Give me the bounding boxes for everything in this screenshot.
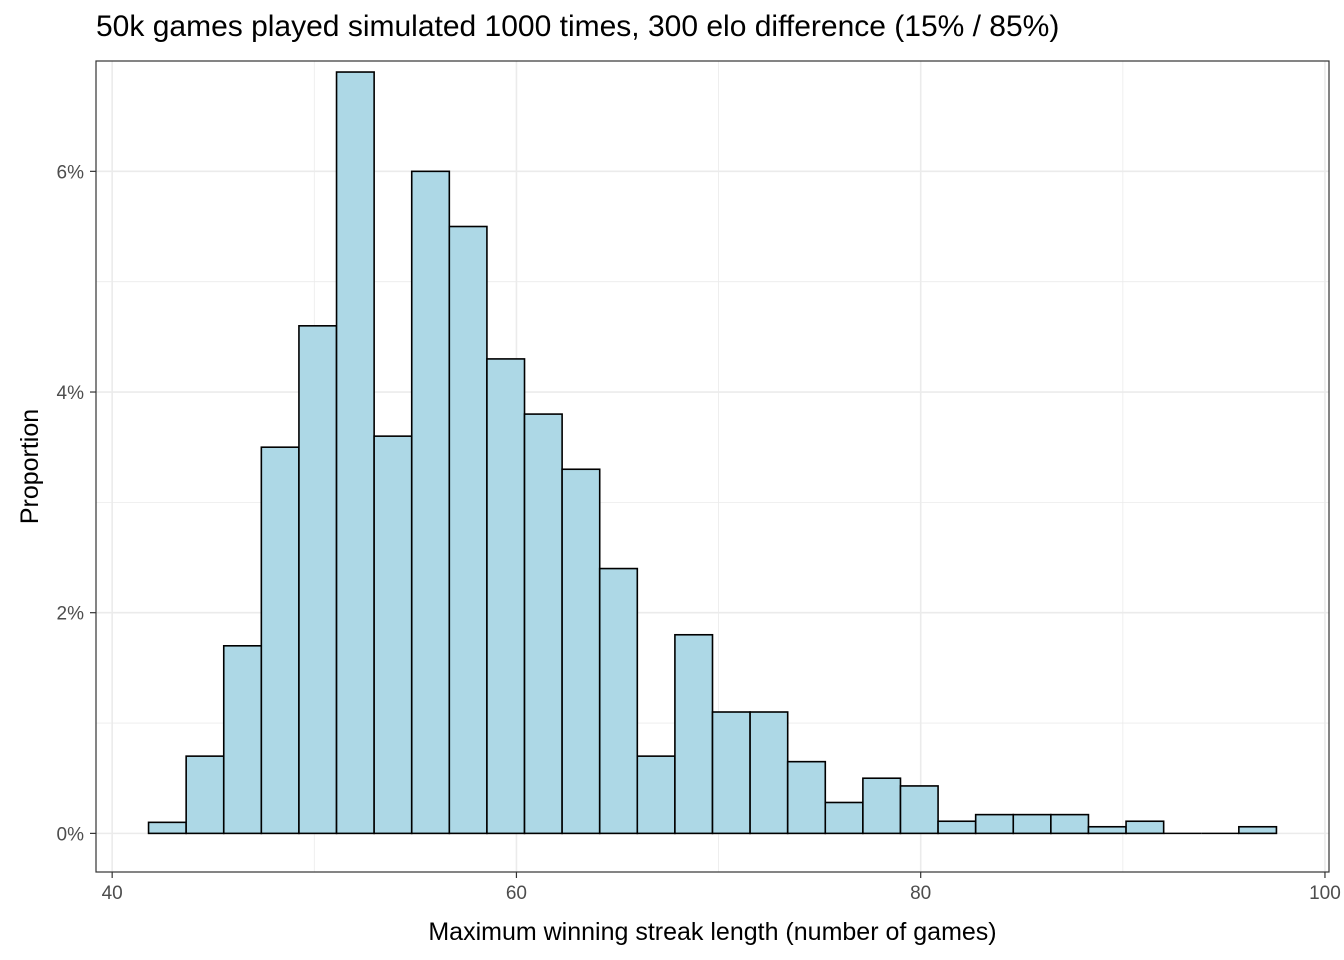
histogram-bar xyxy=(373,435,413,835)
x-axis-title: Maximum winning streak length (number of… xyxy=(428,918,996,946)
histogram-bar xyxy=(1238,825,1278,835)
x-tick-label: 100 xyxy=(1309,883,1341,904)
chart-title: 50k games played simulated 1000 times, 3… xyxy=(96,10,1060,43)
histogram-bar xyxy=(1087,825,1127,835)
histogram-bar xyxy=(448,225,488,835)
histogram-bar xyxy=(862,777,902,835)
histogram-bars xyxy=(147,71,1278,835)
x-tick-label: 40 xyxy=(102,883,123,904)
histogram-bar xyxy=(1125,820,1165,835)
histogram-bar xyxy=(1050,813,1090,835)
histogram-bar xyxy=(824,801,864,835)
x-tick-label: 80 xyxy=(910,883,931,904)
histogram-bar xyxy=(937,820,977,835)
histogram-bar xyxy=(185,755,225,835)
histogram-bar xyxy=(486,358,526,835)
histogram-bar xyxy=(974,813,1015,835)
histogram-bar xyxy=(899,785,939,835)
histogram-bar xyxy=(1012,813,1052,835)
y-axis: 0% 2% 4% 6% xyxy=(57,162,96,845)
histogram-bar xyxy=(147,821,187,835)
histogram-bar xyxy=(598,567,639,835)
histogram-bar xyxy=(674,633,714,835)
histogram-bar xyxy=(561,468,601,835)
histogram-bar xyxy=(636,755,676,835)
histogram-bar xyxy=(298,325,338,835)
x-tick-label: 60 xyxy=(506,883,527,904)
x-axis: 40 60 80 100 xyxy=(102,872,1341,904)
panel-border xyxy=(95,60,1330,873)
histogram-bar xyxy=(711,711,751,835)
y-tick-label: 6% xyxy=(57,162,85,183)
histogram-bar xyxy=(410,170,451,835)
histogram-bar xyxy=(260,446,300,835)
histogram-bar xyxy=(749,711,789,835)
histogram-bar xyxy=(786,760,827,835)
y-axis-title: Proportion xyxy=(16,409,44,524)
y-tick-label: 2% xyxy=(57,604,85,625)
histogram-bar xyxy=(523,413,563,835)
histogram-bar xyxy=(222,645,263,835)
y-tick-label: 4% xyxy=(57,383,85,404)
histogram-bar xyxy=(335,71,375,835)
y-tick-label: 0% xyxy=(57,824,85,845)
